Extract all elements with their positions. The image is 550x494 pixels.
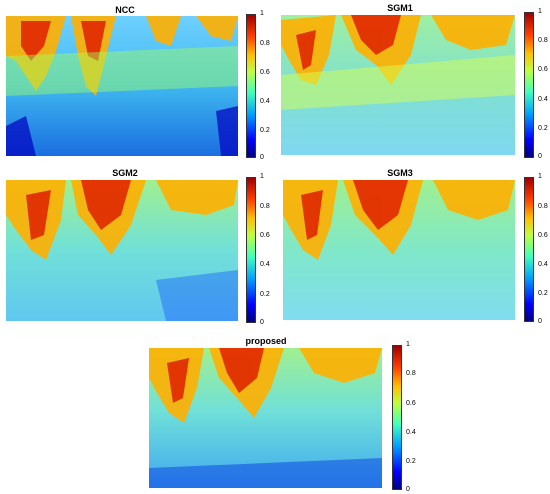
- colorbar-tick: 0: [260, 154, 264, 161]
- colorbar-tick: 0.4: [538, 261, 548, 268]
- colorbar-tick: 1: [538, 8, 542, 15]
- colorbar-tick: 0.6: [538, 232, 548, 239]
- colorbar-sgm2: [246, 177, 256, 323]
- colorbar-tick: 0.6: [260, 69, 270, 76]
- panel-title-sgm2: SGM2: [112, 168, 138, 178]
- colorbar-tick: 0.8: [538, 37, 548, 44]
- colorbar-tick: 0.2: [538, 290, 548, 297]
- colorbar-tick: 0.8: [260, 203, 270, 210]
- colorbar-tick: 1: [260, 10, 264, 17]
- colorbar-tick: 0.8: [538, 203, 548, 210]
- colorbar-tick: 1: [260, 173, 264, 180]
- colorbar-sgm1: [524, 12, 534, 158]
- heatmap-proposed: [149, 348, 382, 488]
- panel-title-sgm1: SGM1: [387, 3, 413, 13]
- panel-title-sgm3: SGM3: [387, 168, 413, 178]
- colorbar-tick: 0.6: [406, 400, 416, 407]
- colorbar-tick: 1: [406, 341, 410, 348]
- colorbar-ncc: [246, 14, 256, 158]
- heatmap-sgm3: [283, 180, 515, 320]
- colorbar-tick: 0.4: [538, 96, 548, 103]
- colorbar-tick: 0.4: [406, 429, 416, 436]
- colorbar-tick: 0.4: [260, 98, 270, 105]
- colorbar-tick: 0.2: [260, 291, 270, 298]
- colorbar-tick: 0: [260, 319, 264, 326]
- colorbar-tick: 0.6: [260, 232, 270, 239]
- colorbar-tick: 0.4: [260, 261, 270, 268]
- colorbar-sgm3: [524, 177, 534, 322]
- colorbar-tick: 0.2: [538, 125, 548, 132]
- colorbar-tick: 0: [538, 153, 542, 160]
- colorbar-tick: 0.6: [538, 66, 548, 73]
- heatmap-sgm2: [6, 180, 238, 321]
- panel-title-proposed: proposed: [245, 336, 287, 346]
- colorbar-tick: 0: [406, 486, 410, 493]
- colorbar-proposed: [392, 345, 402, 490]
- colorbar-tick: 0.2: [260, 127, 270, 134]
- colorbar-tick: 0: [538, 318, 542, 325]
- panel-title-ncc: NCC: [115, 5, 135, 15]
- heatmap-sgm1: [281, 15, 515, 155]
- colorbar-tick: 0.2: [406, 458, 416, 465]
- colorbar-tick: 0.8: [260, 40, 270, 47]
- colorbar-tick: 1: [538, 173, 542, 180]
- colorbar-tick: 0.8: [406, 370, 416, 377]
- heatmap-ncc: [6, 16, 238, 156]
